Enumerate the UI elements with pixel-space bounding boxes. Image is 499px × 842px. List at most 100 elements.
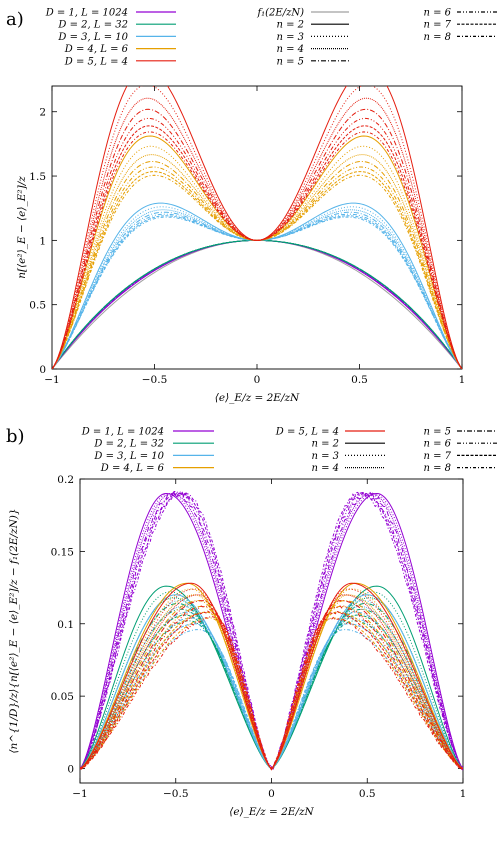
series-line — [80, 493, 463, 768]
legend-label: D = 1, L = 1024 — [81, 427, 164, 438]
series-line — [80, 586, 463, 768]
x-axis-label: ⟨e⟩_E/z = 2E/zN — [229, 806, 314, 818]
series-line — [52, 240, 462, 369]
legend-label: n = 5 — [423, 427, 451, 438]
series-line — [52, 240, 462, 369]
series-line — [52, 240, 462, 369]
series-line — [52, 216, 462, 369]
series-line — [52, 240, 462, 369]
legend-label: n = 7 — [423, 451, 451, 462]
panel-b-plot: −1 −0.5 0 0.5 1 0 0.05 0.1 0.15 0.2 ⟨e⟩_E/z = 2E/z… — [8, 474, 466, 818]
series-line — [52, 207, 462, 369]
reference-curve — [52, 240, 462, 369]
y-tick-label: 2 — [39, 107, 46, 119]
series-line — [52, 98, 462, 369]
series-line — [52, 85, 462, 369]
legend-label: D = 5, L = 4 — [64, 56, 128, 67]
legend-label: n = 7 — [423, 20, 451, 31]
legend-label: n = 5 — [276, 56, 304, 67]
series-line — [52, 240, 462, 369]
y-tick-label: 0 — [67, 764, 74, 776]
series-line — [52, 175, 462, 369]
panel-b-curves — [80, 491, 463, 770]
y-tick-label: 1 — [39, 235, 46, 247]
legend-label: D = 1, L = 1024 — [45, 8, 128, 19]
y-tick-label: 0.2 — [57, 474, 74, 486]
series-line — [80, 493, 463, 770]
x-axis-label: ⟨e⟩_E/z = 2E/zN — [215, 392, 300, 404]
x-tick-label: −0.5 — [163, 788, 189, 800]
legend-label: D = 5, L = 4 — [275, 427, 339, 438]
series-line — [52, 240, 462, 369]
series-line — [52, 214, 462, 369]
x-tick-label: 1 — [460, 788, 467, 800]
panel-b-legend: D = 1, L = 1024D = 2, L = 32D = 3, L = 1… — [81, 427, 497, 475]
series-line — [52, 155, 462, 369]
legend-label: D = 3, L = 10 — [57, 32, 128, 43]
legend-label: n = 4 — [311, 463, 339, 474]
series-line — [52, 240, 462, 369]
y-axis-label: ⟨n^{1/D}/z⟩{n[⟨e²⟩_E − ⟨e⟩_E²]/z − f₁(2E… — [8, 508, 20, 753]
x-tick-label: 0.5 — [351, 374, 368, 386]
panel-b-label: b) — [6, 426, 25, 447]
series-line — [52, 212, 462, 369]
series-line — [52, 161, 462, 369]
panel-a-plot: −1 −0.5 0 0.5 1 0 0.5 1 1.5 2 ⟨e⟩_E/z = 2E/zN n[⟨e²… — [16, 68, 465, 404]
legend-label: n = 8 — [423, 463, 451, 474]
series-line — [80, 493, 463, 768]
series-line — [52, 240, 462, 369]
series-line — [52, 240, 462, 369]
series-line — [80, 491, 463, 770]
x-tick-label: 0 — [268, 788, 275, 800]
x-tick-label: 0.5 — [359, 788, 376, 800]
series-line — [80, 621, 463, 769]
x-tick-label: 1 — [459, 374, 466, 386]
series-line — [52, 210, 462, 369]
panel-a-legend: D = 1, L = 1024D = 2, L = 32D = 3, L = 1… — [45, 8, 497, 68]
legend-label: D = 2, L = 32 — [57, 20, 128, 31]
series-line — [52, 240, 462, 369]
y-tick-label: 0.05 — [51, 691, 74, 703]
plot-frame — [80, 479, 463, 783]
legend-label: D = 4, L = 6 — [100, 463, 165, 474]
legend-label: n = 3 — [311, 451, 339, 462]
series-line — [52, 172, 462, 369]
legend-label: n = 3 — [276, 32, 304, 43]
x-tick-label: −1 — [44, 374, 59, 386]
series-line — [52, 240, 462, 369]
series-line — [80, 598, 463, 769]
legend-label: n = 4 — [276, 44, 304, 55]
series-line — [52, 240, 462, 369]
legend-label: D = 2, L = 32 — [93, 439, 164, 450]
x-tick-label: −0.5 — [142, 374, 168, 386]
legend-label: D = 3, L = 10 — [93, 451, 164, 462]
x-tick-label: −1 — [72, 788, 87, 800]
y-tick-label: 0.5 — [29, 300, 46, 312]
y-tick-label: 0.15 — [51, 546, 74, 558]
y-tick-label: 1.5 — [29, 171, 46, 183]
legend-label: D = 4, L = 6 — [64, 44, 129, 55]
series-line — [52, 217, 462, 369]
panel-a-curves — [52, 68, 462, 369]
series-line — [52, 240, 462, 369]
x-tick-label: 0 — [254, 374, 261, 386]
series-line — [52, 68, 462, 369]
legend-label: n = 6 — [423, 8, 451, 19]
legend-label: n = 6 — [423, 439, 451, 450]
series-line — [80, 615, 463, 768]
panel-b: b) D = 1, L = 1024D = 2, L = 32D = 3, L … — [6, 426, 497, 818]
plot-frame — [52, 86, 462, 369]
y-tick-label: 0 — [39, 364, 46, 376]
series-line — [52, 203, 462, 369]
legend-label: n = 8 — [423, 32, 451, 43]
series-line — [52, 240, 462, 369]
series-line — [80, 494, 463, 769]
panel-a: a) D = 1, L = 1024D = 2, L = 32D = 3, L … — [6, 8, 497, 405]
legend-label: f₁(2E/zN) — [256, 8, 304, 19]
legend-label: n = 2 — [276, 20, 304, 31]
panel-a-label: a) — [6, 9, 24, 30]
y-axis-label: n[⟨e²⟩_E − ⟨e⟩_E²]/z — [16, 176, 28, 279]
y-tick-label: 0.1 — [57, 619, 74, 631]
legend-label: n = 2 — [311, 439, 339, 450]
